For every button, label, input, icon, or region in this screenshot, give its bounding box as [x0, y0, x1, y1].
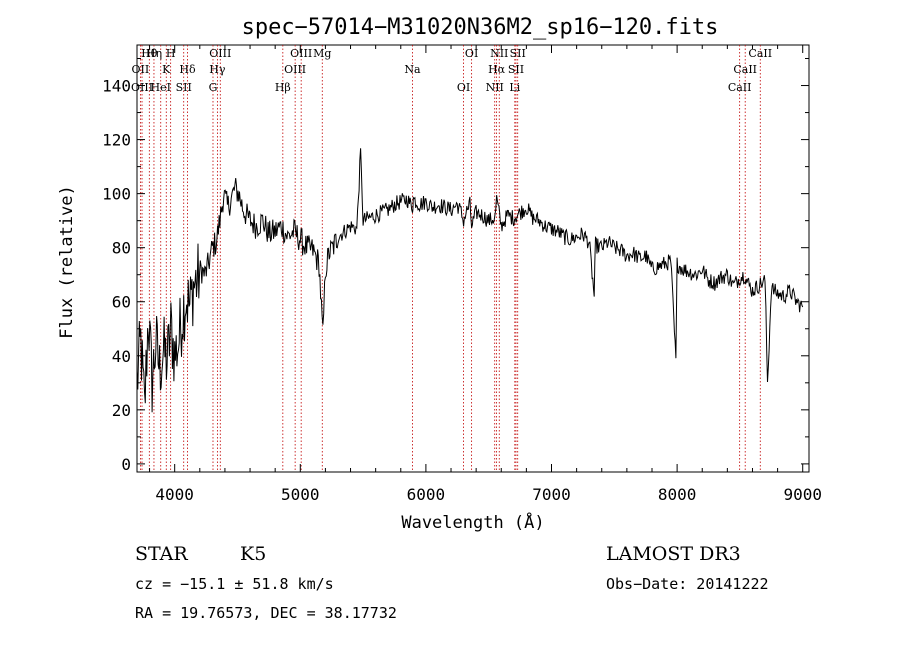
y-tick-label: 40: [112, 347, 131, 366]
axis-ticks: [137, 45, 809, 472]
x-tick-label: 8000: [658, 485, 697, 504]
x-tick-labels: 4000 5000 6000 7000 8000 9000: [155, 485, 822, 504]
spectral-line-label: NII: [490, 47, 508, 60]
plot-frame: [136, 44, 810, 473]
spectral-line-label: CaII: [748, 47, 772, 60]
y-tick-label: 100: [102, 185, 131, 204]
coordinates: RA = 19.76573, DEC = 38.17732: [135, 604, 397, 622]
y-tick-label: 0: [121, 455, 131, 474]
spectral-line-label: G: [209, 81, 218, 94]
survey-name: LAMOST DR3: [606, 543, 741, 565]
x-tick-label: 7000: [532, 485, 571, 504]
spectral-line-label: SII: [510, 47, 526, 60]
spectrum-series-line: [136, 148, 804, 413]
x-axis-title: Wavelength (Å): [401, 511, 544, 533]
spectral-line-label: CaII: [733, 63, 757, 76]
spectral-line-label: Hα: [488, 63, 506, 76]
y-tick-labels: 0 20 40 60 80 100 120 140: [102, 77, 131, 474]
y-tick-label: 140: [102, 77, 131, 96]
observation-date: Obs−Date: 20141222: [606, 575, 769, 593]
y-axis-title: Flux (relative): [57, 185, 77, 339]
chart-title: spec−57014−M31020N36M2_sp16−120.fits: [242, 15, 719, 40]
spectral-line-label: HeI: [151, 81, 171, 94]
spectral-line-label: H: [166, 47, 176, 60]
x-tick-label: 5000: [281, 485, 320, 504]
y-tick-label: 120: [102, 131, 131, 150]
spectral-line-label: OI: [457, 81, 470, 94]
y-tick-label: 20: [112, 401, 131, 420]
spectral-line-label: Hη: [146, 47, 162, 60]
redshift-cz: cz = −15.1 ± 51.8 km/s: [135, 575, 334, 593]
spectral-line-label: OI: [465, 47, 478, 60]
spectral-line-label: Hδ: [179, 63, 196, 76]
spectral-line-labels: Hθ OII OIII HηK HeI HHδ SII OIII Hγ G OIII OIII Hβ Mg…: [131, 47, 772, 94]
spectral-line-label: OIII: [209, 47, 231, 60]
spectral-line-label: SII: [176, 81, 192, 94]
object-subclass: K5: [240, 543, 266, 565]
spectral-line-label: CaII: [728, 81, 752, 94]
spectral-line-label: Hβ: [275, 81, 291, 94]
y-tick-label: 80: [112, 239, 131, 258]
spectral-line-label: K: [162, 63, 171, 76]
spectral-line-label: Mg: [313, 47, 331, 60]
spectral-line-label: OIII: [284, 63, 306, 76]
spectral-line-label: OIII: [290, 47, 312, 60]
spectral-line-label: OII: [132, 63, 150, 76]
object-class: STAR: [135, 543, 188, 565]
x-tick-label: 9000: [783, 485, 822, 504]
y-tick-label: 60: [112, 293, 131, 312]
spectral-line-label: Li: [509, 81, 520, 94]
spectral-lines: [139, 45, 761, 472]
spectral-line-label: Hγ: [209, 63, 226, 76]
spectral-line-label: SII: [508, 63, 524, 76]
spectral-line-label: NII: [486, 81, 504, 94]
spectral-line-label: Na: [404, 63, 421, 76]
spectral-line-label: Hθ: [141, 47, 158, 60]
x-tick-label: 4000: [155, 485, 194, 504]
spectral-line-label: OIII: [131, 81, 153, 94]
x-tick-label: 6000: [407, 485, 446, 504]
